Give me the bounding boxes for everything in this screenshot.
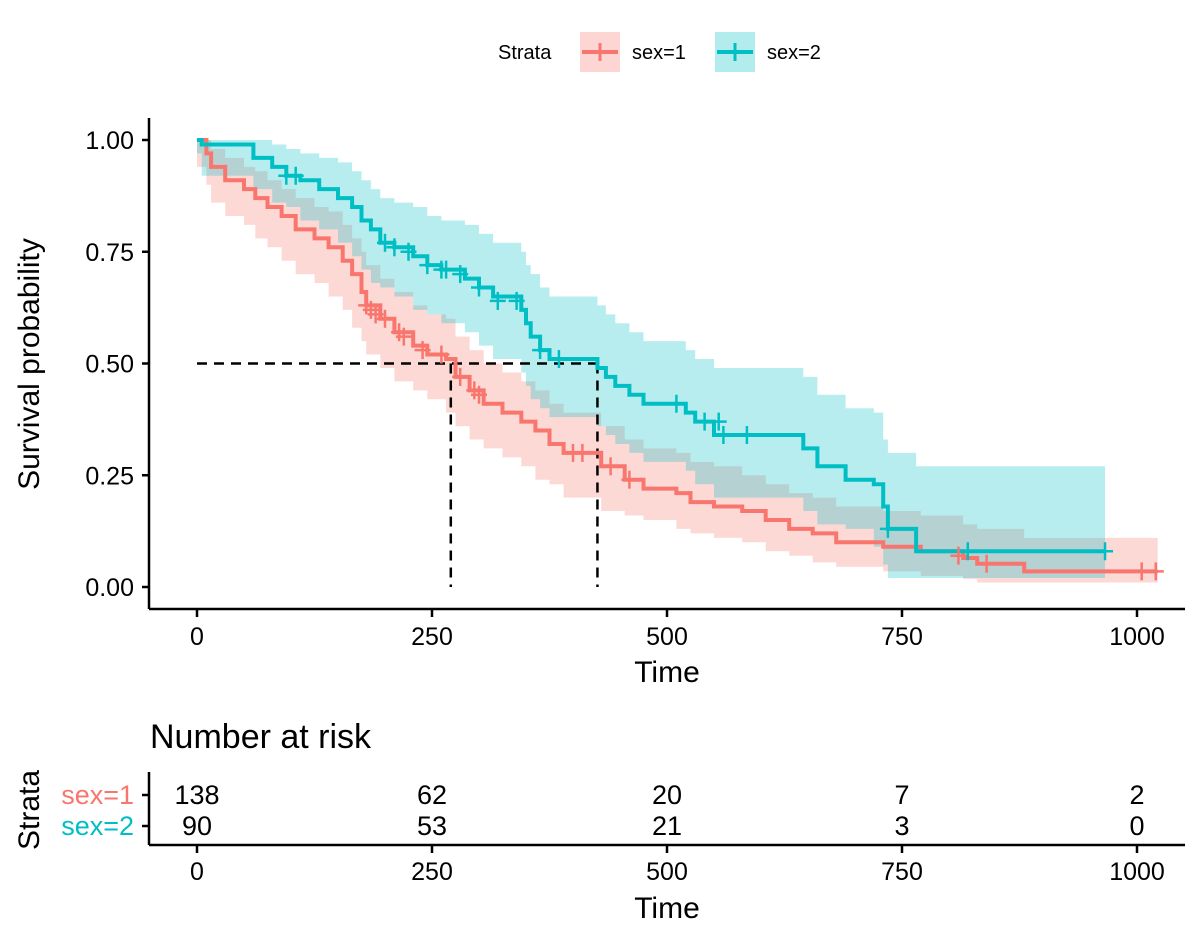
survival-plot-panel: 0.00 0.25 0.50 0.75 1.00 0 250 500 750 1000 Time…: [13, 118, 1185, 689]
censor-mark: [471, 278, 487, 297]
censor-mark: [1133, 562, 1150, 581]
x-tick-label: 0: [190, 623, 204, 651]
risk-x-tick-label: 250: [411, 858, 453, 886]
censor-mark: [1097, 542, 1114, 561]
risk-count: 138: [174, 780, 219, 810]
censor-mark: [433, 345, 450, 364]
censor-mark: [377, 233, 393, 252]
risk-count: 7: [894, 780, 909, 810]
survival-curve-sex-1: [197, 138, 1158, 574]
censor-mark: [879, 519, 896, 538]
risk-row-sex-2: sex=2 90 53 21 3 0: [61, 811, 1144, 841]
censor-mark: [550, 350, 567, 369]
censor-mark: [471, 385, 487, 404]
censor-mark: [950, 546, 967, 565]
ci-band-sex-2: [197, 140, 1106, 579]
risk-count: 62: [417, 780, 447, 810]
legend-label: sex=2: [767, 42, 821, 64]
risk-y-axis-title: Strata: [13, 770, 46, 850]
risk-x-tick-label: 750: [881, 858, 923, 886]
censor-mark: [715, 426, 732, 445]
risk-x-tick-label: 0: [190, 858, 204, 886]
risk-count: 3: [894, 811, 909, 841]
censor-mark: [710, 412, 727, 431]
censor-mark: [574, 443, 591, 462]
censor-mark: [978, 554, 995, 573]
x-tick-label: 750: [881, 623, 923, 651]
censor-mark: [508, 291, 525, 310]
risk-count: 0: [1129, 811, 1144, 841]
censor-mark: [532, 341, 549, 360]
y-tick-label: 1.00: [85, 127, 134, 155]
censor-mark: [400, 242, 417, 261]
y-tick-label: 0.50: [85, 351, 134, 379]
censor-mark: [377, 309, 393, 328]
censor-mark: [452, 367, 469, 386]
censor-mark: [419, 256, 436, 275]
risk-row-label: sex=2: [61, 811, 134, 841]
censor-mark: [1147, 562, 1164, 581]
x-tick-label: 1000: [1109, 623, 1165, 651]
risk-count: 20: [652, 780, 682, 810]
censor-mark: [621, 470, 638, 489]
censor-mark: [668, 394, 685, 413]
censor-mark: [738, 426, 755, 445]
risk-table: Number at risk sex=1 138 62 20 7 2 sex=2 90 53 21…: [13, 718, 1185, 925]
y-axis-title: Survival probability: [13, 238, 46, 490]
legend-entry-sex-2: sex=2: [715, 32, 821, 72]
censor-mark: [959, 542, 976, 561]
risk-x-axis-title: Time: [634, 892, 700, 925]
censor-mark: [287, 166, 304, 185]
legend-title: Strata: [498, 42, 552, 64]
censor-mark: [386, 238, 403, 257]
risk-count: 90: [182, 811, 212, 841]
risk-row-label: sex=1: [61, 780, 134, 810]
y-tick-label: 0.25: [85, 462, 134, 490]
risk-count: 21: [652, 811, 682, 841]
censor-mark: [414, 341, 431, 360]
risk-row-sex-1: sex=1 138 62 20 7 2: [61, 780, 1144, 810]
legend: Strata sex=1 sex=2: [498, 32, 821, 72]
risk-count: 53: [417, 811, 447, 841]
censor-mark: [489, 291, 506, 310]
risk-x-tick-label: 1000: [1109, 858, 1165, 886]
risk-count: 2: [1129, 780, 1144, 810]
censor-mark: [452, 265, 469, 284]
survival-curve-sex-2: [197, 138, 1106, 554]
risk-x-tick-label: 500: [646, 858, 688, 886]
censor-mark: [438, 260, 455, 279]
legend-label: sex=1: [632, 42, 686, 64]
y-tick-label: 0.75: [85, 239, 134, 267]
y-tick-label: 0.00: [85, 574, 134, 602]
x-tick-label: 250: [411, 623, 453, 651]
censor-mark: [395, 327, 412, 346]
x-axis-title: Time: [634, 656, 700, 689]
censor-mark: [602, 457, 619, 476]
censor-mark: [696, 412, 713, 431]
censor-mark: [367, 305, 384, 324]
risk-table-title: Number at risk: [150, 718, 372, 756]
x-tick-label: 500: [646, 623, 688, 651]
legend-entry-sex-1: sex=1: [580, 32, 686, 72]
